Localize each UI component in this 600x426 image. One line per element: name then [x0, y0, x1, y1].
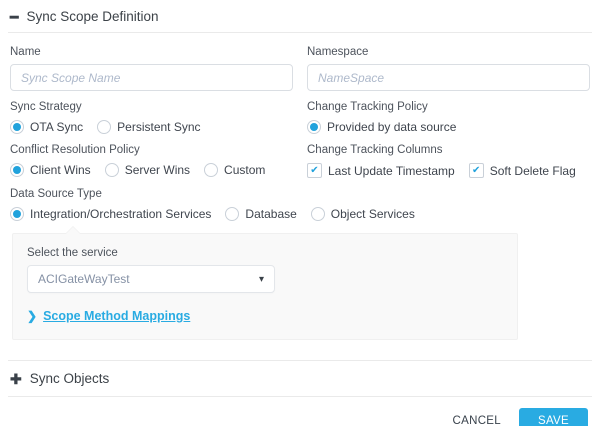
- name-field-group: Name: [10, 39, 293, 91]
- radio-ota-sync[interactable]: OTA Sync: [10, 120, 83, 134]
- conflict-resolution-label: Conflict Resolution Policy: [10, 144, 140, 156]
- sync-objects-section-header[interactable]: ✚ Sync Objects: [8, 360, 592, 397]
- service-dropdown-value: ACIGateWayTest: [38, 272, 130, 286]
- conflict-resolution-group: Conflict Resolution Policy Client Wins S…: [10, 144, 293, 178]
- radio-selected-icon[interactable]: [10, 120, 24, 134]
- radio-unselected-icon[interactable]: [204, 163, 219, 177]
- footer-actions: CANCEL SAVE: [8, 397, 592, 426]
- scope-method-mappings-label: Scope Method Mappings: [43, 309, 191, 323]
- radio-selected-icon[interactable]: [307, 120, 321, 134]
- service-selection-panel: Select the service ACIGateWayTest ▾ ❯ Sc…: [12, 226, 518, 340]
- service-dropdown[interactable]: ACIGateWayTest ▾: [27, 265, 275, 293]
- checkbox-checked-icon[interactable]: [307, 163, 322, 178]
- name-input[interactable]: [10, 64, 293, 91]
- chevron-right-icon: ❯: [27, 309, 38, 323]
- radio-integration-orchestration-services[interactable]: Integration/Orchestration Services: [10, 207, 211, 221]
- select-service-label: Select the service: [27, 247, 118, 259]
- checkbox-last-update-timestamp[interactable]: Last Update Timestamp: [307, 163, 455, 178]
- radio-unselected-icon[interactable]: [225, 207, 240, 221]
- radio-unselected-icon[interactable]: [97, 120, 112, 134]
- namespace-field-group: Namespace: [307, 39, 590, 91]
- scope-method-mappings-link[interactable]: ❯ Scope Method Mappings: [27, 309, 503, 323]
- sync-strategy-label: Sync Strategy: [10, 101, 82, 113]
- namespace-label: Namespace: [307, 46, 369, 58]
- radio-object-services[interactable]: Object Services: [310, 207, 415, 221]
- radio-client-wins[interactable]: Client Wins: [10, 163, 91, 177]
- radio-unselected-icon[interactable]: [310, 207, 325, 221]
- change-tracking-policy-label: Change Tracking Policy: [307, 101, 428, 113]
- dropdown-caret-icon[interactable]: ▾: [258, 273, 264, 285]
- data-source-type-group: Data Source Type Integration/Orchestrati…: [10, 188, 590, 221]
- section-title: Sync Scope Definition: [26, 9, 159, 24]
- radio-server-wins[interactable]: Server Wins: [104, 163, 190, 177]
- change-tracking-columns-label: Change Tracking Columns: [307, 144, 443, 156]
- radio-persistent-sync[interactable]: Persistent Sync: [97, 120, 201, 134]
- radio-selected-icon[interactable]: [10, 207, 24, 221]
- save-button[interactable]: SAVE: [518, 408, 588, 426]
- checkbox-soft-delete-flag[interactable]: Soft Delete Flag: [468, 163, 576, 178]
- sync-strategy-group: Sync Strategy OTA Sync Persistent Sync: [10, 101, 293, 134]
- collapse-minus-icon[interactable]: ━: [10, 8, 19, 25]
- radio-database[interactable]: Database: [225, 207, 297, 221]
- sync-objects-title: Sync Objects: [29, 371, 110, 386]
- sync-scope-section-header[interactable]: ━ Sync Scope Definition: [8, 0, 592, 33]
- namespace-input[interactable]: [307, 64, 590, 91]
- radio-selected-icon[interactable]: [10, 163, 24, 177]
- change-tracking-columns-group: Change Tracking Columns Last Update Time…: [307, 144, 590, 178]
- cancel-button[interactable]: CANCEL: [452, 415, 501, 426]
- name-label: Name: [10, 46, 41, 58]
- change-tracking-policy-group: Change Tracking Policy Provided by data …: [307, 101, 590, 134]
- checkbox-checked-icon[interactable]: [468, 163, 484, 178]
- radio-unselected-icon[interactable]: [104, 163, 119, 177]
- data-source-type-label: Data Source Type: [10, 188, 102, 200]
- expand-plus-icon[interactable]: ✚: [10, 370, 22, 387]
- radio-provided-by-data-source[interactable]: Provided by data source: [307, 120, 456, 134]
- radio-custom[interactable]: Custom: [204, 163, 265, 177]
